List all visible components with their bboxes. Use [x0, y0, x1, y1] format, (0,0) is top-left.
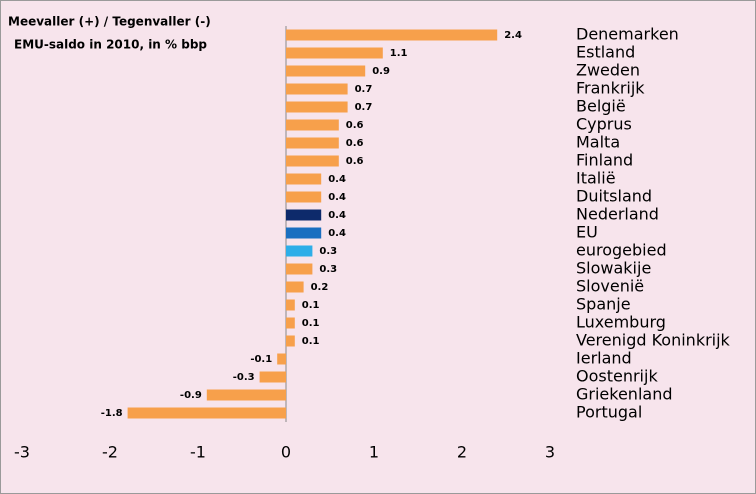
x-tick-label: -2 [102, 443, 118, 462]
x-tick-label: -3 [14, 443, 30, 462]
category-label: Oostenrijk [576, 367, 658, 386]
bar [286, 317, 295, 329]
category-label: eurogebied [576, 241, 667, 260]
bar [286, 47, 383, 59]
value-label: -0.1 [250, 354, 272, 365]
category-label: Italië [576, 169, 616, 188]
category-label: Verenigd Koninkrijk [576, 331, 731, 350]
value-label: 0.6 [346, 120, 364, 131]
bar [286, 29, 498, 41]
value-label: -0.9 [180, 390, 202, 401]
bar [286, 119, 339, 131]
value-label: 0.7 [355, 102, 373, 113]
bar [127, 407, 286, 419]
bar [286, 173, 322, 185]
value-label: 0.6 [346, 156, 364, 167]
value-label: 0.3 [319, 264, 337, 275]
bar [259, 371, 286, 383]
value-label: 0.2 [311, 282, 329, 293]
category-label: Slowakije [576, 259, 651, 278]
value-label: 0.4 [328, 228, 346, 239]
bar [286, 281, 304, 293]
value-label: 2.4 [504, 30, 522, 41]
value-label: 0.1 [302, 300, 320, 311]
x-tick-label: 1 [369, 443, 379, 462]
x-tick-label: 3 [545, 443, 555, 462]
bar [286, 137, 339, 149]
value-label: 0.7 [355, 84, 373, 95]
value-label: -0.3 [233, 372, 255, 383]
category-label: België [576, 97, 626, 116]
category-label: Luxemburg [576, 313, 666, 332]
value-label: 0.1 [302, 318, 320, 329]
value-label: 0.6 [346, 138, 364, 149]
category-label: Spanje [576, 295, 631, 314]
category-label: Ierland [576, 349, 632, 368]
category-label: Denemarken [576, 25, 679, 44]
x-tick-label: 2 [457, 443, 467, 462]
category-label: Finland [576, 151, 633, 170]
category-label: Griekenland [576, 385, 673, 404]
value-label: 0.4 [328, 210, 346, 221]
value-label: 1.1 [390, 48, 408, 59]
x-tick-label: 0 [281, 443, 291, 462]
bar [286, 263, 313, 275]
bar [286, 155, 339, 167]
bar [286, 191, 322, 203]
chart-title: Meevaller (+) / Tegenvaller (-) [8, 15, 211, 29]
bar [286, 209, 322, 221]
bar [206, 389, 286, 401]
category-label: Slovenië [576, 277, 644, 296]
category-label: Nederland [576, 205, 659, 224]
value-label: 0.3 [319, 246, 337, 257]
bar [286, 101, 348, 113]
x-tick-label: -1 [190, 443, 206, 462]
value-label: 0.4 [328, 174, 346, 185]
bar [286, 83, 348, 95]
category-label: Zweden [576, 61, 640, 80]
bar [286, 227, 322, 239]
category-label: Malta [576, 133, 620, 152]
bar [286, 245, 313, 257]
bar [286, 299, 295, 311]
category-label: Cyprus [576, 115, 632, 134]
bar [277, 353, 286, 365]
bar [286, 335, 295, 347]
chart-subtitle: EMU-saldo in 2010, in % bbp [14, 38, 207, 52]
value-label: -1.8 [101, 408, 123, 419]
category-label: Estland [576, 43, 635, 62]
value-label: 0.4 [328, 192, 346, 203]
bar [286, 65, 366, 77]
category-label: EU [576, 223, 598, 242]
category-label: Portugal [576, 403, 642, 422]
category-label: Duitsland [576, 187, 652, 206]
category-label: Frankrijk [576, 79, 645, 98]
value-label: 0.1 [302, 336, 320, 347]
value-label: 0.9 [372, 66, 390, 77]
